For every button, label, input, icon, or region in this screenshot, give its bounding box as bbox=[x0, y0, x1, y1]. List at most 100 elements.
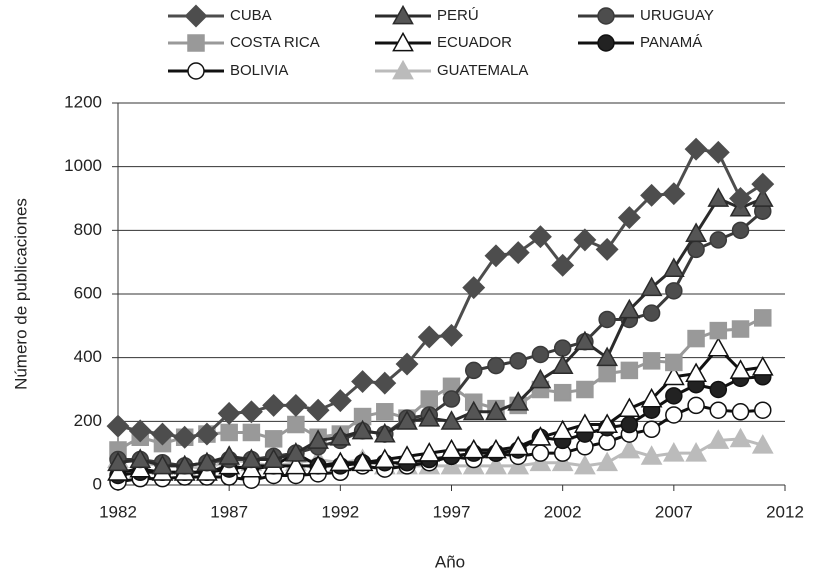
marker bbox=[129, 448, 152, 468]
marker bbox=[507, 435, 530, 456]
y-axis-label: Número de publicaciones bbox=[11, 198, 30, 390]
marker bbox=[551, 354, 574, 375]
marker bbox=[262, 393, 286, 417]
marker bbox=[187, 34, 205, 52]
marker bbox=[685, 362, 707, 383]
marker bbox=[596, 346, 619, 367]
marker bbox=[574, 454, 596, 475]
marker bbox=[553, 339, 572, 357]
marker bbox=[709, 401, 728, 419]
marker bbox=[596, 451, 619, 472]
legend-label: URUGUAY bbox=[640, 7, 714, 24]
marker bbox=[440, 438, 463, 459]
marker bbox=[392, 59, 414, 80]
legend-label: PANAMÁ bbox=[640, 34, 702, 51]
marker bbox=[640, 387, 663, 408]
marker bbox=[396, 410, 418, 430]
marker bbox=[754, 309, 772, 327]
marker bbox=[392, 4, 414, 25]
marker bbox=[597, 34, 615, 52]
marker bbox=[462, 400, 485, 421]
x-tick-label: 1982 bbox=[99, 502, 137, 521]
marker bbox=[187, 62, 205, 80]
marker bbox=[574, 413, 596, 433]
marker bbox=[395, 352, 419, 376]
marker bbox=[106, 414, 130, 438]
marker bbox=[217, 401, 241, 425]
marker bbox=[262, 448, 285, 468]
marker bbox=[731, 403, 750, 421]
marker bbox=[442, 390, 461, 408]
marker bbox=[576, 380, 594, 399]
marker bbox=[420, 390, 439, 408]
marker bbox=[709, 231, 728, 249]
marker bbox=[595, 237, 619, 261]
marker bbox=[618, 298, 641, 319]
marker bbox=[284, 393, 308, 417]
marker bbox=[751, 187, 774, 207]
legend-label: PERÚ bbox=[437, 7, 479, 24]
y-tick-label: 0 bbox=[93, 474, 102, 493]
marker bbox=[640, 445, 663, 465]
y-tick-label: 400 bbox=[74, 347, 102, 366]
marker bbox=[440, 323, 463, 347]
marker bbox=[665, 282, 683, 300]
marker bbox=[596, 413, 619, 433]
marker bbox=[506, 241, 530, 265]
marker bbox=[729, 427, 752, 448]
marker bbox=[617, 206, 641, 230]
marker bbox=[351, 451, 374, 472]
marker bbox=[351, 370, 375, 394]
marker bbox=[128, 419, 152, 443]
marker bbox=[665, 406, 683, 424]
marker bbox=[553, 383, 572, 402]
marker bbox=[507, 391, 530, 411]
marker bbox=[418, 442, 441, 462]
marker bbox=[551, 419, 574, 440]
marker bbox=[440, 410, 463, 430]
marker bbox=[307, 454, 329, 475]
marker bbox=[665, 387, 683, 405]
marker bbox=[618, 438, 641, 459]
legend-label: BOLIVIA bbox=[230, 62, 288, 79]
marker bbox=[284, 442, 307, 462]
marker bbox=[306, 398, 330, 422]
legend-label: ECUADOR bbox=[437, 34, 512, 51]
marker bbox=[529, 426, 552, 446]
marker bbox=[642, 304, 661, 322]
marker bbox=[685, 442, 707, 462]
legend-label: GUATEMALA bbox=[437, 62, 528, 79]
marker bbox=[751, 356, 774, 376]
marker bbox=[487, 356, 505, 375]
marker bbox=[351, 419, 374, 440]
marker bbox=[284, 454, 307, 475]
marker bbox=[418, 407, 441, 427]
marker bbox=[707, 336, 730, 357]
x-tick-label: 2002 bbox=[544, 502, 582, 521]
marker bbox=[685, 222, 707, 242]
x-tick-label: 2012 bbox=[766, 502, 804, 521]
marker bbox=[709, 321, 728, 340]
marker bbox=[751, 172, 775, 196]
marker bbox=[706, 140, 730, 164]
marker bbox=[598, 364, 616, 383]
marker bbox=[195, 422, 219, 446]
marker bbox=[598, 310, 616, 329]
marker bbox=[173, 454, 196, 475]
marker bbox=[729, 359, 752, 379]
marker bbox=[620, 415, 639, 434]
marker bbox=[707, 187, 730, 207]
marker bbox=[464, 361, 483, 380]
y-tick-label: 1000 bbox=[64, 156, 102, 175]
marker bbox=[417, 325, 441, 349]
marker bbox=[485, 438, 507, 459]
legend-label: CUBA bbox=[230, 7, 272, 24]
marker bbox=[529, 368, 552, 389]
marker bbox=[220, 423, 238, 442]
marker bbox=[754, 401, 772, 419]
marker bbox=[640, 276, 663, 297]
marker bbox=[485, 400, 507, 421]
marker bbox=[264, 430, 283, 448]
marker bbox=[597, 7, 615, 25]
